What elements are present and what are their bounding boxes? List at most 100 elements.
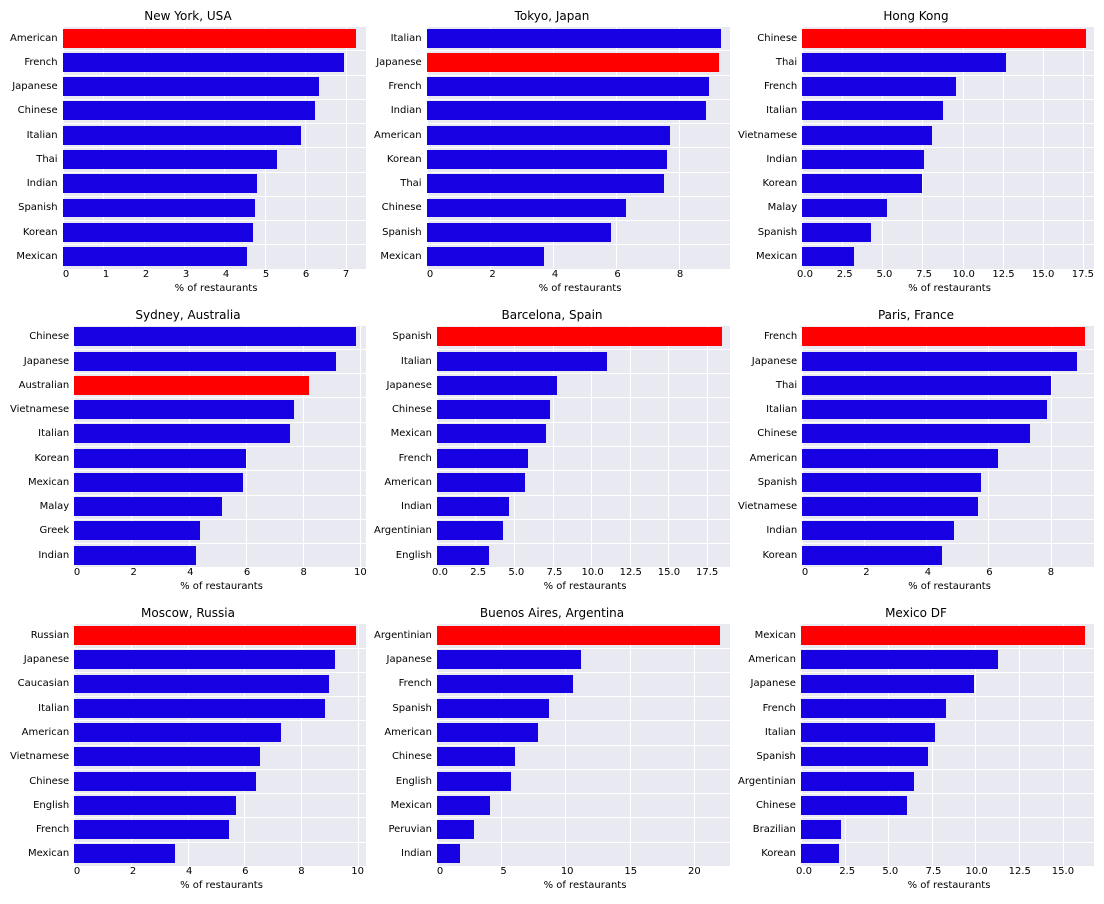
bar-row	[63, 75, 366, 99]
y-tick-label: Mexican	[738, 251, 797, 262]
y-tick-label: Italian	[738, 105, 797, 116]
bar-row	[63, 244, 366, 268]
bar-row	[437, 817, 730, 841]
bar-row	[802, 397, 1094, 421]
x-tick-label: 17.5	[1072, 269, 1094, 280]
x-axis-label: % of restaurants	[440, 880, 730, 894]
y-tick-label: American	[374, 727, 432, 738]
bar-row	[74, 349, 366, 373]
bar-row	[437, 495, 730, 519]
y-tick-label: French	[738, 703, 796, 714]
bar	[74, 675, 329, 694]
x-axis-row: 0.02.55.07.510.012.515.017.5	[374, 567, 730, 581]
y-tick-label: American	[10, 33, 58, 44]
bar	[427, 223, 612, 242]
plot-area	[436, 623, 730, 866]
x-tick-label: 10	[351, 866, 364, 877]
bar	[437, 772, 512, 791]
bar-row	[802, 50, 1094, 74]
x-tick-label: 10.0	[581, 567, 603, 578]
bar-row	[74, 470, 366, 494]
y-tick-label: Korean	[738, 848, 796, 859]
x-axis-label: % of restaurants	[430, 283, 730, 297]
bar	[802, 150, 924, 169]
bar-row	[427, 99, 730, 123]
bar	[437, 449, 528, 468]
x-tick-label: 7.5	[547, 567, 563, 578]
bars	[437, 325, 730, 568]
x-tick-label: 5	[263, 269, 269, 280]
bar-row	[801, 793, 1094, 817]
x-label-row: % of restaurants	[10, 581, 366, 595]
bar	[74, 449, 246, 468]
bar	[437, 473, 525, 492]
bar	[74, 699, 325, 718]
plot: ArgentinianJapaneseFrenchSpanishAmerican…	[374, 623, 730, 866]
bar-row	[802, 349, 1094, 373]
y-tick-label: Chinese	[374, 202, 422, 213]
y-tick-label: Russian	[10, 630, 69, 641]
bar-row	[802, 75, 1094, 99]
x-tick-label: 8	[677, 269, 683, 280]
bar	[437, 675, 573, 694]
bar	[437, 723, 539, 742]
bar	[74, 820, 228, 839]
y-tick-label: Korean	[738, 550, 797, 561]
axis-spacer	[10, 880, 77, 894]
bar-row	[74, 422, 366, 446]
bar	[437, 546, 489, 565]
panel-0: New York, USAAmericanFrenchJapaneseChine…	[10, 10, 366, 297]
x-tick-label: 15.0	[658, 567, 680, 578]
bar	[802, 473, 980, 492]
x-tick-label: 2	[143, 269, 149, 280]
bar	[74, 473, 243, 492]
axis-spacer	[374, 283, 430, 297]
x-tick-label: 5	[500, 866, 506, 877]
bar	[74, 497, 221, 516]
y-axis-labels: ChineseThaiFrenchItalianVietnameseIndian…	[738, 26, 801, 269]
bar	[802, 424, 1030, 443]
y-tick-label: Japanese	[374, 380, 432, 391]
bars	[437, 623, 730, 866]
y-tick-label: American	[10, 727, 69, 738]
bars	[802, 325, 1094, 568]
bar	[63, 126, 302, 145]
axis-spacer	[738, 567, 805, 581]
axis-spacer	[374, 567, 440, 581]
x-tick-label: 0	[802, 567, 808, 578]
x-tick-label: 0.0	[797, 269, 813, 280]
y-tick-label: Italian	[10, 428, 69, 439]
bar-row	[802, 422, 1094, 446]
bar-row	[802, 220, 1094, 244]
x-tick-label: 0	[437, 866, 443, 877]
bar	[802, 497, 977, 516]
bar	[802, 101, 943, 120]
bar	[437, 352, 607, 371]
y-tick-label: Thai	[738, 380, 797, 391]
bar	[801, 626, 1085, 645]
plot: ChineseJapaneseAustralianVietnameseItali…	[10, 325, 366, 568]
axis-spacer	[374, 581, 440, 595]
bars	[802, 26, 1094, 269]
bar-row	[802, 519, 1094, 543]
bar	[63, 223, 253, 242]
y-tick-label: English	[374, 776, 432, 787]
panel-1: Tokyo, JapanItalianJapaneseFrenchIndianA…	[374, 10, 730, 297]
plot: ChineseThaiFrenchItalianVietnameseIndian…	[738, 26, 1094, 269]
panel-title: Mexico DF	[738, 607, 1094, 623]
y-tick-label: Italian	[738, 727, 796, 738]
bar-row	[427, 172, 730, 196]
bar	[63, 247, 247, 266]
panel-5: Paris, FranceFrenchJapaneseThaiItalianCh…	[738, 309, 1094, 596]
axis-spacer	[10, 567, 77, 581]
bar-row	[802, 172, 1094, 196]
y-tick-label: Korean	[10, 453, 69, 464]
bar	[801, 650, 998, 669]
plot: MexicanAmericanJapaneseFrenchItalianSpan…	[738, 623, 1094, 866]
panel-title: Buenos Aires, Argentina	[374, 607, 730, 623]
x-tick-label: 12.5	[620, 567, 642, 578]
bar	[802, 327, 1084, 346]
bar-row	[801, 696, 1094, 720]
bar	[427, 126, 670, 145]
bar	[74, 376, 309, 395]
